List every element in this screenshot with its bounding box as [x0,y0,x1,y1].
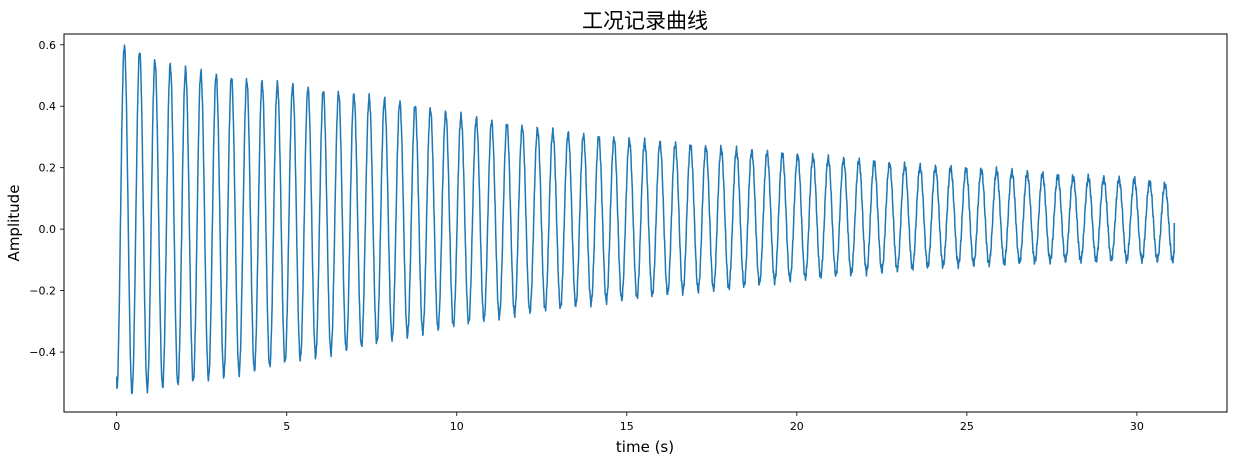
x-tick-label: 5 [283,420,290,433]
plot-area [63,33,1228,413]
x-tick-label: 10 [450,420,464,433]
y-tick-label: 0.6 [39,39,57,52]
x-axis-title: time (s) [616,438,674,456]
series-line [115,44,1176,395]
y-tick-label: 0.0 [39,223,57,236]
y-tick-label: 0.2 [39,162,57,175]
y-tick-label: 0.4 [39,100,57,113]
y-tick-label: −0.4 [29,346,56,359]
x-tick-label: 30 [1130,420,1144,433]
chart-title: 工况记录曲线 [582,9,708,33]
x-tick-label: 25 [960,420,974,433]
y-tick-label: −0.2 [29,285,56,298]
x-tick-label: 20 [790,420,804,433]
y-axis: −0.4 −0.2 0.0 0.2 0.4 0.6 [29,39,64,359]
y-axis-title: Amplitude [5,185,23,262]
x-tick-label: 15 [620,420,634,433]
x-axis: 0 5 10 15 20 25 30 [113,412,1144,433]
x-tick-label: 0 [113,420,120,433]
plot-frame [63,33,1228,413]
